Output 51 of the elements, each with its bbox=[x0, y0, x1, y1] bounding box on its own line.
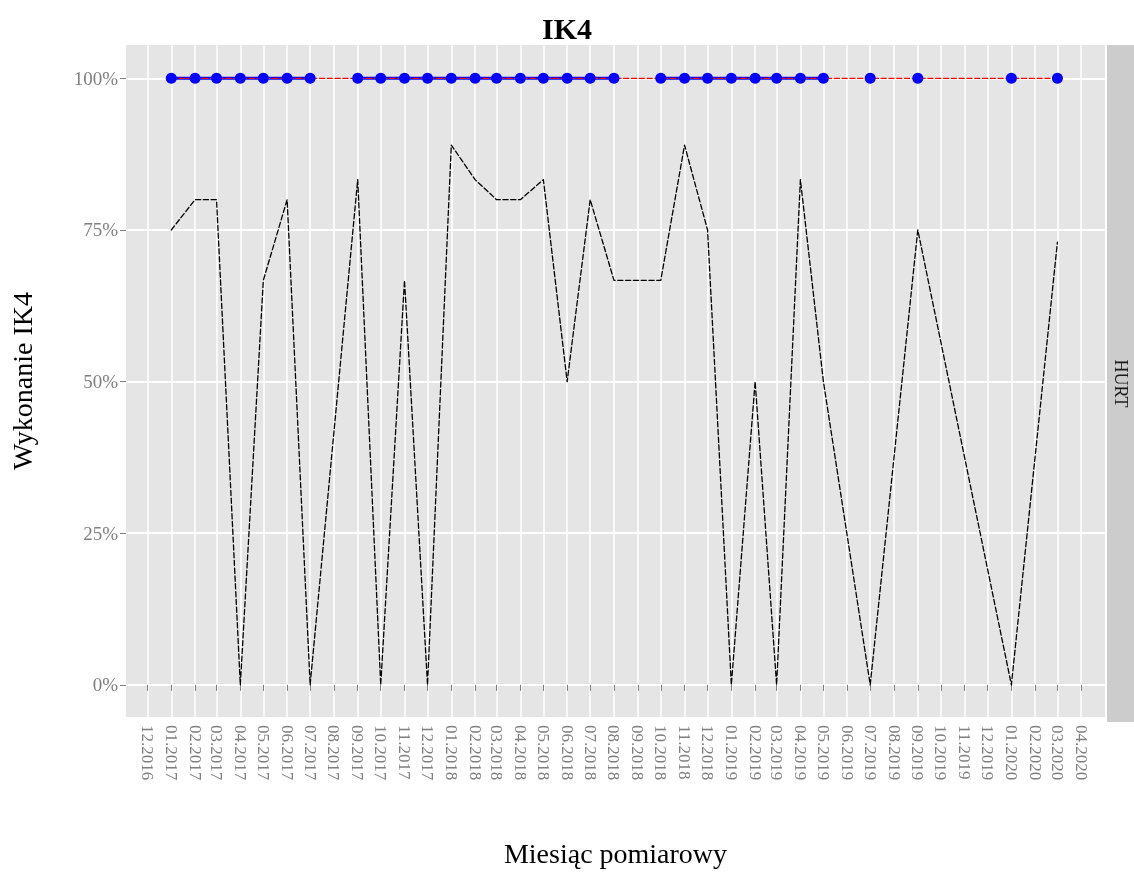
y-tick-label: 75% bbox=[83, 219, 119, 241]
x-tick-label: 05.2017 bbox=[253, 725, 273, 781]
x-tick-label: 09.2019 bbox=[908, 725, 928, 781]
x-tick-label: 10.2019 bbox=[931, 725, 951, 781]
x-tick-label: 12.2017 bbox=[418, 725, 438, 781]
x-tick-label: 06.2019 bbox=[837, 725, 857, 781]
x-tick-label: 01.2018 bbox=[441, 725, 461, 781]
x-tick-label: 01.2020 bbox=[1001, 725, 1021, 781]
x-tick-label: 03.2018 bbox=[487, 725, 507, 781]
y-tick-label: 0% bbox=[92, 674, 119, 696]
x-tick-label: 08.2019 bbox=[884, 725, 904, 781]
x-tick-label: 04.2020 bbox=[1071, 725, 1091, 781]
x-tick-label: 12.2019 bbox=[978, 725, 998, 781]
x-tick-label: 07.2018 bbox=[580, 725, 600, 781]
x-tick-label: 07.2019 bbox=[860, 725, 880, 781]
x-tick-label: 06.2018 bbox=[557, 725, 577, 781]
x-tick-label: 02.2020 bbox=[1025, 725, 1045, 781]
x-tick-label: 02.2017 bbox=[185, 725, 205, 781]
x-tick-label: 02.2018 bbox=[465, 725, 485, 781]
x-tick-label: 05.2018 bbox=[533, 725, 553, 781]
x-tick-label: 01.2017 bbox=[161, 725, 181, 781]
text: HURT bbox=[1110, 359, 1131, 408]
x-tick-label: 04.2019 bbox=[790, 725, 810, 781]
x-tick-label: 09.2018 bbox=[628, 725, 648, 781]
x-tick-label: 03.2020 bbox=[1047, 725, 1067, 781]
x-tick-label: 10.2018 bbox=[651, 725, 671, 781]
x-tick-label: 10.2017 bbox=[371, 725, 391, 781]
x-tick-label: 07.2017 bbox=[300, 725, 320, 781]
y-axis-title: Wykonanie IK4 bbox=[6, 292, 38, 470]
x-tick-label: 03.2019 bbox=[767, 725, 787, 781]
y-tick-label: 100% bbox=[73, 67, 119, 89]
x-tick-label: 09.2017 bbox=[348, 725, 368, 781]
x-tick-label: 11.2019 bbox=[955, 725, 975, 780]
x-tick-label: 12.2016 bbox=[137, 725, 157, 781]
x-tick-label: 01.2019 bbox=[721, 725, 741, 781]
x-tick-label: 11.2018 bbox=[675, 725, 695, 780]
x-tick-label: 06.2017 bbox=[277, 725, 297, 781]
x-tick-label: 08.2018 bbox=[604, 725, 624, 781]
y-tick-label: 50% bbox=[83, 371, 119, 393]
line-series bbox=[170, 144, 1059, 686]
x-axis-title: Miesiąc pomiarowy bbox=[503, 837, 728, 869]
x-tick-label: 04.2018 bbox=[510, 725, 530, 781]
x-tick-label: 05.2019 bbox=[813, 725, 833, 781]
x-tick-label: 11.2017 bbox=[395, 725, 415, 781]
x-tick-label: 04.2017 bbox=[230, 725, 250, 781]
chart-title: IK4 bbox=[541, 11, 593, 45]
y-tick-label: 25% bbox=[83, 522, 119, 544]
x-tick-label: 12.2018 bbox=[698, 725, 718, 781]
x-tick-label: 08.2017 bbox=[324, 725, 344, 781]
x-tick-label: 03.2017 bbox=[207, 725, 227, 781]
x-tick-label: 02.2019 bbox=[745, 725, 765, 781]
